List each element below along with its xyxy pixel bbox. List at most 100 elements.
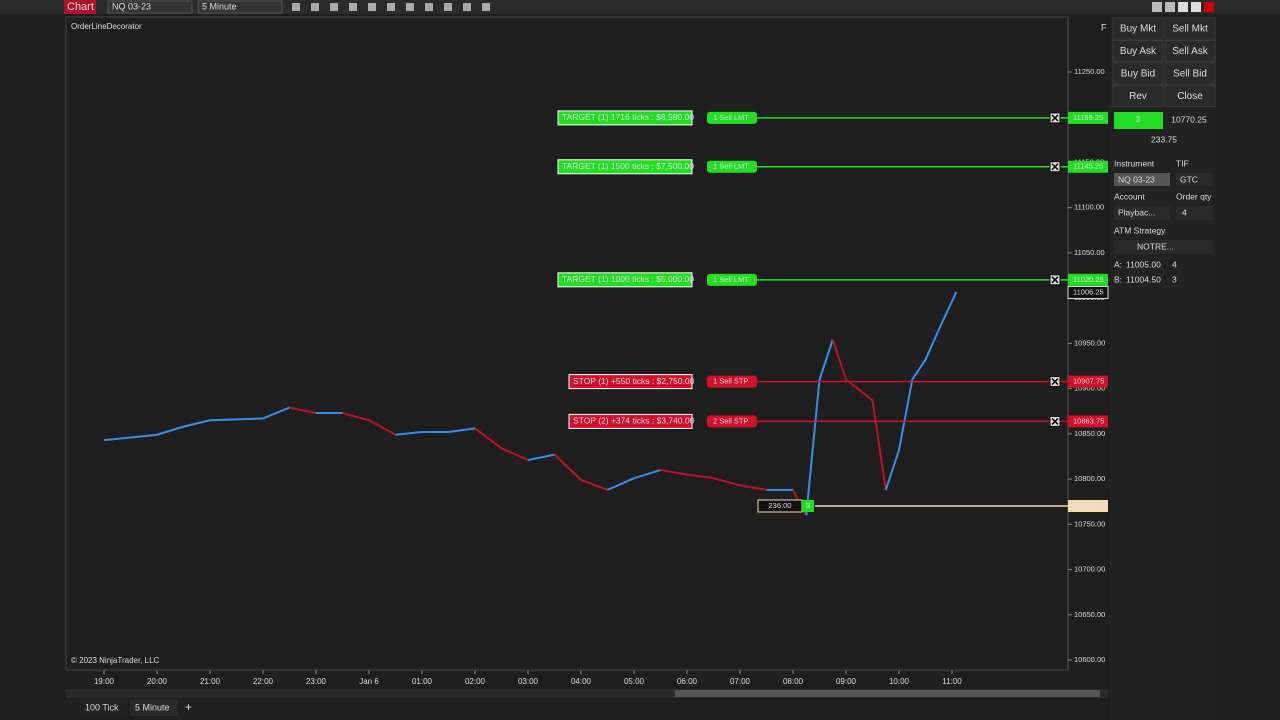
- x-tick-label: 11:00: [942, 677, 962, 686]
- price-marker: [1068, 111, 1108, 124]
- order-button-label: Close: [1177, 91, 1203, 102]
- cancel-x: [1051, 276, 1059, 284]
- order-label-box[interactable]: [568, 413, 693, 429]
- price-segment: [884, 449, 900, 491]
- order-button[interactable]: [1112, 62, 1164, 85]
- price-segment: [686, 473, 714, 480]
- x-tick-label: 07:00: [730, 677, 751, 686]
- position-pnl: 236.00: [769, 501, 792, 510]
- order-tag[interactable]: [707, 273, 757, 286]
- order-tag[interactable]: [707, 160, 757, 173]
- order-label-box[interactable]: [557, 272, 693, 288]
- indicator-label: OrderLineDecorator: [71, 22, 142, 31]
- panel-text: 3: [1172, 274, 1177, 284]
- order-button-label: Buy Mkt: [1120, 24, 1156, 35]
- panel-text: 11004.50: [1126, 274, 1161, 284]
- account-field[interactable]: [1114, 206, 1170, 220]
- order-button[interactable]: [1112, 85, 1164, 107]
- price-segment: [660, 469, 688, 476]
- price-marker-text: 11145.25: [1073, 162, 1103, 171]
- price-segment: [911, 359, 927, 381]
- instrument-field[interactable]: [1114, 173, 1170, 186]
- panel-text: 4: [1172, 259, 1177, 269]
- order-tag-text: 1 Sell LMT: [713, 275, 749, 284]
- window-title: Chart: [67, 1, 94, 13]
- price-segment: [183, 419, 211, 428]
- order-tag[interactable]: [707, 111, 757, 124]
- order-tag[interactable]: [707, 415, 757, 428]
- panel-text: NOTRE...: [1137, 241, 1174, 251]
- cancel-x: [1051, 163, 1059, 171]
- price-segment: [262, 406, 290, 420]
- interval-select[interactable]: [197, 0, 283, 14]
- position-qty: 3: [806, 501, 810, 510]
- panel-text: A:: [1114, 259, 1122, 269]
- y-tick-label: 11100.00: [1074, 203, 1104, 212]
- price-segment: [103, 436, 131, 442]
- order-label-box[interactable]: [568, 374, 693, 390]
- x-tick-label: 21:00: [200, 677, 221, 686]
- order-tag-text: 1 Sell LMT: [713, 162, 749, 171]
- panel-text: Instrument: [1114, 158, 1155, 168]
- price-marker: [1068, 375, 1108, 388]
- y-tick-label: 10850.00: [1074, 429, 1105, 438]
- price-segment: [395, 431, 423, 436]
- x-tick-label: 20:00: [147, 677, 168, 686]
- price-segment: [713, 477, 741, 487]
- scrollbar[interactable]: [66, 689, 1108, 698]
- price-segment: [448, 427, 476, 434]
- order-label: TARGET (1) 1500 ticks : $7,500.00: [562, 161, 694, 171]
- qty-field[interactable]: [1176, 206, 1213, 220]
- qty: 3: [1136, 115, 1141, 124]
- order-tag[interactable]: [707, 375, 757, 388]
- price-segment: [130, 433, 158, 439]
- trade-panel: [1110, 17, 1216, 720]
- chart-tab[interactable]: [130, 699, 178, 716]
- last-price-text: 11006.25: [1073, 287, 1104, 296]
- x-tick-label: 22:00: [253, 677, 274, 686]
- x-tick-label: Jan 6: [359, 677, 379, 686]
- price-segment: [368, 419, 396, 436]
- price-marker: [1068, 415, 1108, 428]
- order-button[interactable]: [1112, 17, 1164, 40]
- chart-tab[interactable]: [80, 699, 128, 716]
- x-tick-label: 09:00: [836, 677, 857, 686]
- order-button-label: Rev: [1129, 91, 1147, 102]
- price-marker: [1068, 273, 1108, 286]
- price-segment: [501, 447, 529, 461]
- price-segment: [831, 339, 847, 380]
- order-button[interactable]: [1164, 85, 1216, 107]
- cancel-x: [1051, 378, 1059, 386]
- x-tick-label: 01:00: [412, 677, 433, 686]
- order-button[interactable]: [1164, 62, 1216, 85]
- x-tick-label: 02:00: [465, 677, 486, 686]
- order-label: STOP (2) +374 ticks : $3,740.00: [573, 416, 695, 426]
- price-segment: [845, 378, 874, 402]
- order-button[interactable]: [1164, 17, 1216, 40]
- order-button[interactable]: [1164, 40, 1216, 62]
- order-button[interactable]: [1112, 40, 1164, 62]
- pnl: 233.75: [1151, 134, 1177, 144]
- chart-area: [65, 16, 1069, 671]
- x-tick-label: 10:00: [889, 677, 910, 686]
- order-button-label: Sell Bid: [1173, 69, 1207, 80]
- price-segment: [580, 479, 608, 491]
- atm-field[interactable]: [1114, 240, 1213, 254]
- price-segment: [739, 484, 767, 491]
- y-tick-label: 10650.00: [1074, 610, 1105, 619]
- x-tick-label: 05:00: [624, 677, 645, 686]
- price-segment: [818, 339, 834, 380]
- order-label-box[interactable]: [557, 110, 693, 126]
- instrument-select[interactable]: [107, 0, 193, 14]
- price-segment: [633, 469, 661, 480]
- add-tab[interactable]: +: [185, 700, 192, 714]
- x-tick-label: 23:00: [306, 677, 327, 686]
- scroll-thumb[interactable]: [675, 690, 1100, 697]
- order-tag-text: 2 Sell STP: [713, 416, 748, 425]
- tif-field[interactable]: [1176, 173, 1213, 186]
- toolbar: [0, 0, 1280, 14]
- order-label-box[interactable]: [557, 159, 693, 175]
- window-controls: [1152, 2, 1214, 12]
- panel-text: 4: [1182, 207, 1187, 217]
